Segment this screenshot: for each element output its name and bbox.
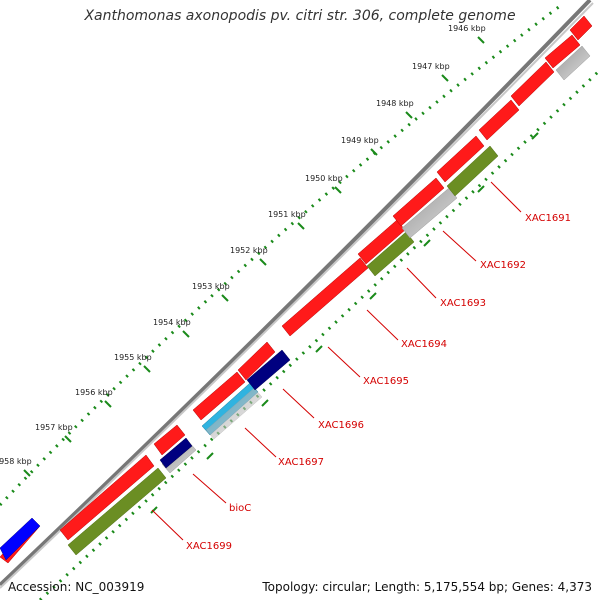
gene-leader-line <box>366 309 399 341</box>
scale-tick <box>405 111 413 119</box>
scale-tick <box>221 294 229 302</box>
gene-feature[interactable] <box>392 177 445 227</box>
gene-label[interactable]: XAC1699 <box>186 541 232 552</box>
outer-scale-dots <box>0 4 561 507</box>
gene-leader-line <box>327 346 361 378</box>
accession-text: Accession: NC_003919 <box>8 580 145 594</box>
gene-leader-line <box>244 427 277 458</box>
gene-leader-line <box>151 509 184 541</box>
scale-tick-label: 1947 kbp <box>412 62 450 71</box>
genome-summary-text: Topology: circular; Length: 5,175,554 bp… <box>262 580 592 594</box>
gene-leader-line <box>442 230 477 262</box>
scale-tick-label: 1958 kbp <box>0 457 32 466</box>
backbone-ring <box>0 0 592 587</box>
scale-tick-label: 1956 kbp <box>75 388 113 397</box>
scale-tick-label: 1950 kbp <box>305 174 343 183</box>
scale-tick <box>477 36 485 44</box>
scale-tick-labels: 1946 kbp 1947 kbp 1948 kbp 1949 kbp 1950 kbp… <box>0 24 486 466</box>
inner-scale-dots <box>38 68 600 600</box>
gene-feature[interactable] <box>544 34 581 69</box>
category-feature[interactable] <box>401 187 458 239</box>
scale-tick-label: 1953 kbp <box>192 282 230 291</box>
map-title: Xanthomonas axonopodis pv. citri str. 30… <box>84 8 516 24</box>
gene-label[interactable]: XAC1695 <box>363 376 409 387</box>
scale-tick-label: 1949 kbp <box>341 136 379 145</box>
scale-tick-label: 1955 kbp <box>114 353 152 362</box>
scale-tick <box>23 469 31 477</box>
scale-tick <box>334 186 342 194</box>
forward-cds-track <box>0 15 593 564</box>
category-track <box>67 45 591 556</box>
gene-label[interactable]: XAC1697 <box>278 457 324 468</box>
gene-feature[interactable] <box>59 454 155 541</box>
gene-label[interactable]: bioC <box>229 503 251 514</box>
gene-feature[interactable] <box>281 257 369 337</box>
gene-feature[interactable] <box>153 424 186 456</box>
gene-feature[interactable] <box>569 15 593 41</box>
scale-tick <box>297 222 305 230</box>
scale-tick <box>64 435 72 443</box>
scale-tick <box>143 365 151 373</box>
gene-feature[interactable] <box>237 341 276 381</box>
gene-feature[interactable] <box>192 371 246 421</box>
category-feature[interactable] <box>246 349 291 391</box>
other-cds-feature[interactable] <box>0 517 41 561</box>
gene-feature[interactable] <box>510 61 555 107</box>
gene-feature[interactable] <box>478 99 520 141</box>
gene-leader-line <box>192 473 227 504</box>
category-feature[interactable] <box>446 145 499 197</box>
scale-tick-label: 1948 kbp <box>376 99 414 108</box>
inner-ticks <box>150 132 539 514</box>
gene-feature[interactable] <box>436 135 485 183</box>
scale-ticks <box>23 36 485 477</box>
gene-label[interactable]: XAC1694 <box>401 339 447 350</box>
scale-tick <box>441 74 449 82</box>
scale-tick-label: 1957 kbp <box>35 423 73 432</box>
category-feature[interactable] <box>366 231 415 277</box>
gene-label[interactable]: XAC1692 <box>480 260 526 271</box>
gene-leader-line <box>406 267 437 299</box>
scale-tick <box>370 148 378 156</box>
gene-label[interactable]: XAC1691 <box>525 213 571 224</box>
scale-tick-label: 1946 kbp <box>448 24 486 33</box>
scale-tick-label: 1954 kbp <box>153 318 191 327</box>
scale-tick-label: 1952 kbp <box>230 246 268 255</box>
gene-leader-line <box>490 181 522 213</box>
category-feature[interactable] <box>159 437 193 469</box>
scale-tick-label: 1951 kbp <box>268 210 306 219</box>
gene-label[interactable]: XAC1696 <box>318 420 364 431</box>
scale-tick <box>182 330 190 338</box>
category-feature[interactable] <box>205 387 263 440</box>
gene-leader-line <box>282 388 315 419</box>
scale-tick <box>259 258 267 266</box>
scale-tick <box>104 400 112 408</box>
gene-label-leaders <box>151 181 522 541</box>
gene-label[interactable]: XAC1693 <box>440 298 486 309</box>
gene-labels: XAC1691 XAC1692 XAC1693 XAC1694 XAC1695 XAC16… <box>186 213 571 552</box>
category-feature[interactable] <box>555 45 591 81</box>
category-feature[interactable] <box>67 467 167 556</box>
